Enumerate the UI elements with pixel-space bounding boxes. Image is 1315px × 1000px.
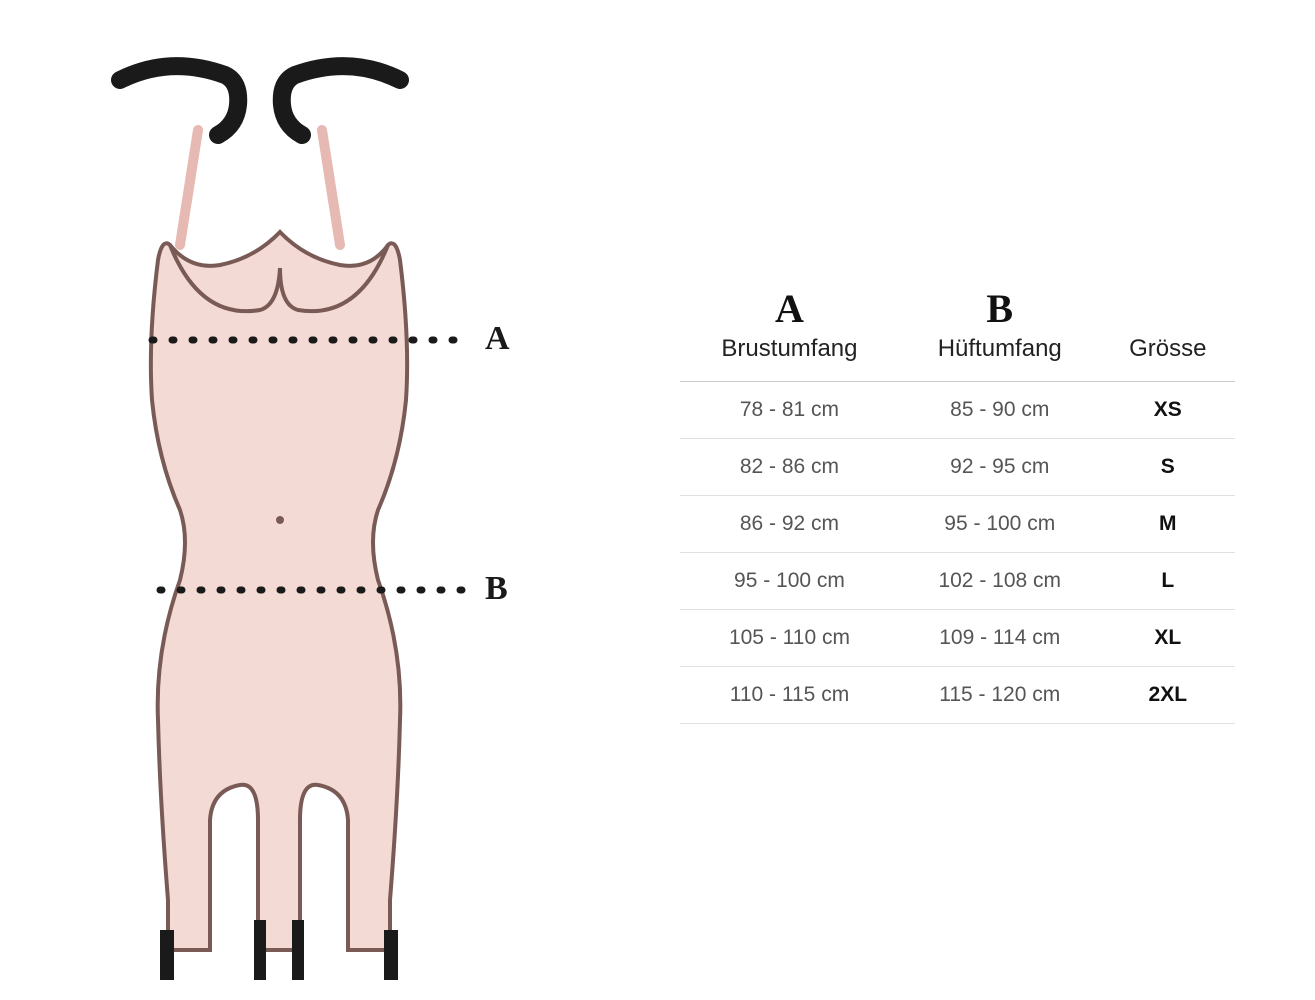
header-a-big: A — [688, 289, 891, 329]
cell-size: XS — [1101, 382, 1235, 439]
size-table-wrap: A Brustumfang B Hüftumfang . Grösse 78 -… — [560, 275, 1275, 724]
table-row: 78 - 81 cm 85 - 90 cm XS — [680, 382, 1235, 439]
header-size-sub: Grösse — [1129, 335, 1206, 362]
table-row: 105 - 110 cm 109 - 114 cm XL — [680, 610, 1235, 667]
straps — [180, 130, 340, 245]
cell-size: 2XL — [1101, 667, 1235, 724]
navel-dot — [276, 516, 284, 524]
body-illustration: A B — [40, 20, 560, 980]
table-header-row: A Brustumfang B Hüftumfang . Grösse — [680, 275, 1235, 382]
cell-a: 110 - 115 cm — [680, 667, 899, 724]
table-row: 86 - 92 cm 95 - 100 cm M — [680, 496, 1235, 553]
table-body: 78 - 81 cm 85 - 90 cm XS 82 - 86 cm 92 -… — [680, 382, 1235, 724]
size-chart-container: A B A Brustumfang B Hüftumfang . Gröss — [0, 0, 1315, 1000]
hanger-icon — [120, 66, 400, 135]
cell-b: 95 - 100 cm — [899, 496, 1101, 553]
cell-size: L — [1101, 553, 1235, 610]
size-table: A Brustumfang B Hüftumfang . Grösse 78 -… — [680, 275, 1235, 724]
cell-a: 82 - 86 cm — [680, 439, 899, 496]
label-b: B — [485, 570, 508, 608]
header-b-big: B — [907, 289, 1093, 329]
cell-a: 105 - 110 cm — [680, 610, 899, 667]
cell-b: 102 - 108 cm — [899, 553, 1101, 610]
cell-size: S — [1101, 439, 1235, 496]
header-col-b: B Hüftumfang — [899, 275, 1101, 382]
header-col-size: . Grösse — [1101, 275, 1235, 382]
body-svg — [40, 20, 560, 980]
table-row: 95 - 100 cm 102 - 108 cm L — [680, 553, 1235, 610]
table-row: 82 - 86 cm 92 - 95 cm S — [680, 439, 1235, 496]
table-row: 110 - 115 cm 115 - 120 cm 2XL — [680, 667, 1235, 724]
header-b-sub: Hüftumfang — [938, 335, 1062, 362]
header-a-sub: Brustumfang — [721, 335, 857, 362]
header-col-a: A Brustumfang — [680, 275, 899, 382]
cell-size: M — [1101, 496, 1235, 553]
cell-b: 92 - 95 cm — [899, 439, 1101, 496]
cell-a: 86 - 92 cm — [680, 496, 899, 553]
cell-a: 95 - 100 cm — [680, 553, 899, 610]
cell-size: XL — [1101, 610, 1235, 667]
cell-a: 78 - 81 cm — [680, 382, 899, 439]
label-a: A — [485, 320, 510, 358]
cell-b: 85 - 90 cm — [899, 382, 1101, 439]
cell-b: 115 - 120 cm — [899, 667, 1101, 724]
cell-b: 109 - 114 cm — [899, 610, 1101, 667]
